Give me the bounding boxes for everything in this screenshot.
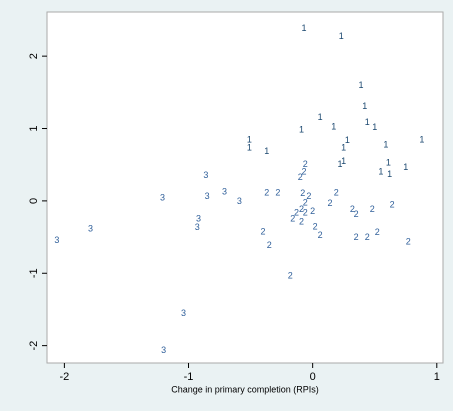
point-label: 2	[334, 187, 339, 197]
x-tick-label: -1	[184, 371, 194, 383]
point-label: 1	[378, 166, 383, 176]
point-label: 2	[310, 206, 315, 216]
y-tick-label: 2	[28, 53, 40, 59]
point-label: 2	[275, 187, 280, 197]
point-label: 1	[403, 162, 408, 172]
point-label: 1	[301, 23, 306, 33]
point-label: 2	[350, 204, 355, 214]
point-label: 1	[362, 101, 367, 111]
point-label: 2	[354, 232, 359, 242]
point-label: 2	[290, 213, 295, 223]
point-label: 1	[359, 80, 364, 90]
point-label: 2	[267, 240, 272, 250]
point-label: 3	[160, 192, 165, 202]
point-label: 1	[387, 169, 392, 179]
point-label: 2	[375, 227, 380, 237]
point-label: 2	[288, 271, 293, 281]
point-label: 2	[294, 208, 299, 218]
point-label: 1	[331, 121, 336, 131]
point-label: 2	[365, 232, 370, 242]
point-label: 3	[237, 196, 242, 206]
point-label: 3	[181, 308, 186, 318]
point-label: 1	[341, 142, 346, 152]
y-tick-label: 0	[28, 198, 40, 204]
point-label: 3	[54, 235, 59, 245]
x-tick-label: -2	[59, 371, 69, 383]
point-label: 2	[328, 198, 333, 208]
point-label: 3	[195, 222, 200, 232]
point-label: 1	[247, 142, 252, 152]
point-label: 1	[383, 140, 388, 150]
point-label: 1	[299, 124, 304, 134]
x-axis-title: Change in primary completion (RPIs)	[171, 384, 319, 394]
point-label: 2	[299, 204, 304, 214]
point-label: 3	[203, 170, 208, 180]
point-label: 2	[260, 226, 265, 236]
point-label: 2	[406, 237, 411, 247]
point-label: 1	[318, 112, 323, 122]
point-label: 2	[299, 216, 304, 226]
point-label: 2	[318, 230, 323, 240]
point-label: 2	[300, 188, 305, 198]
point-label: 1	[365, 117, 370, 127]
point-label: 2	[303, 159, 308, 169]
x-tick-label: 1	[434, 371, 440, 383]
point-label: 2	[306, 191, 311, 201]
point-label: 2	[313, 221, 318, 231]
point-label: 1	[337, 159, 342, 169]
point-label: 1	[264, 146, 269, 156]
point-label: 1	[339, 31, 344, 41]
point-label: 1	[247, 134, 252, 144]
point-label: 2	[390, 200, 395, 210]
y-tick-label: -2	[28, 341, 40, 351]
point-label: 2	[303, 208, 308, 218]
point-label: 3	[222, 187, 227, 197]
point-label: 3	[205, 191, 210, 201]
point-label: 3	[88, 223, 93, 233]
x-tick-label: 0	[310, 371, 316, 383]
y-tick-label: 1	[28, 125, 40, 131]
point-label: 3	[161, 345, 166, 355]
point-label: 2	[354, 209, 359, 219]
point-label: 1	[341, 156, 346, 166]
point-label: 2	[370, 204, 375, 214]
point-label: 1	[386, 158, 391, 168]
point-label: 1	[419, 134, 424, 144]
point-label: 2	[303, 197, 308, 207]
point-label: 1	[372, 122, 377, 132]
y-tick-label: -1	[28, 268, 40, 278]
point-label: 1	[345, 135, 350, 145]
point-label: 3	[196, 213, 201, 223]
point-label: 2	[298, 172, 303, 182]
plot-area	[46, 11, 444, 364]
point-label: 2	[301, 166, 306, 176]
point-label: 2	[264, 187, 269, 197]
